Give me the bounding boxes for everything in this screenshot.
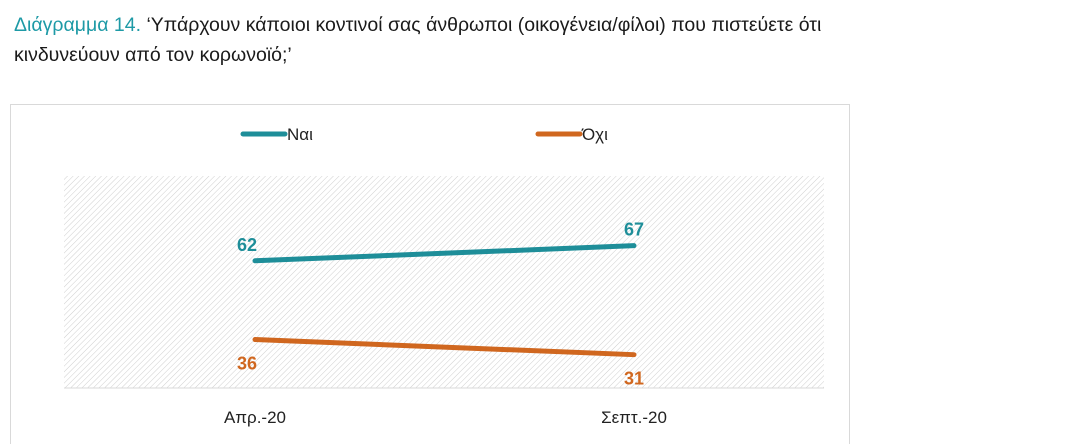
question-text-part2: κινδυνεύουν από τον κορωνοϊό;’ [14, 44, 292, 66]
chart-heading: Διάγραμμα 14. ‘Υπάρχουν κάποιοι κοντινοί… [14, 10, 1072, 70]
series-line [252, 243, 637, 264]
figure-label: Διάγραμμα 14. [14, 14, 142, 36]
data-label: 67 [624, 220, 644, 240]
data-label: 36 [237, 354, 257, 374]
x-tick-label: Σεπτ.-20 [601, 408, 667, 427]
question-text-part1: ‘Υπάρχουν κάποιοι κοντινοί σας άνθρωποι … [146, 14, 822, 36]
chart-frame [10, 104, 850, 444]
legend: Ναι Όχι [240, 125, 608, 144]
x-axis: Απρ.-20 Σεπτ.-20 [64, 387, 824, 427]
data-label: 62 [237, 235, 257, 255]
x-tick-label: Απρ.-20 [224, 408, 286, 427]
data-label-layer: 62 67 36 31 [237, 220, 644, 389]
legend-label: Όχι [581, 125, 608, 144]
series-layer [252, 243, 637, 358]
legend-label: Ναι [287, 125, 313, 144]
series-line [252, 337, 637, 358]
plot-area [64, 176, 824, 388]
line-chart: Ναι Όχι 62 67 36 31 Απρ.-20 Σεπτ.-20 [64, 125, 824, 427]
data-label: 31 [624, 369, 644, 389]
